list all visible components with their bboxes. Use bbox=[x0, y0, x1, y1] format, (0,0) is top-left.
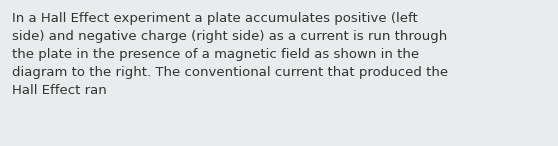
Text: In a Hall Effect experiment a plate accumulates positive (left
side) and negativ: In a Hall Effect experiment a plate accu… bbox=[12, 12, 448, 97]
